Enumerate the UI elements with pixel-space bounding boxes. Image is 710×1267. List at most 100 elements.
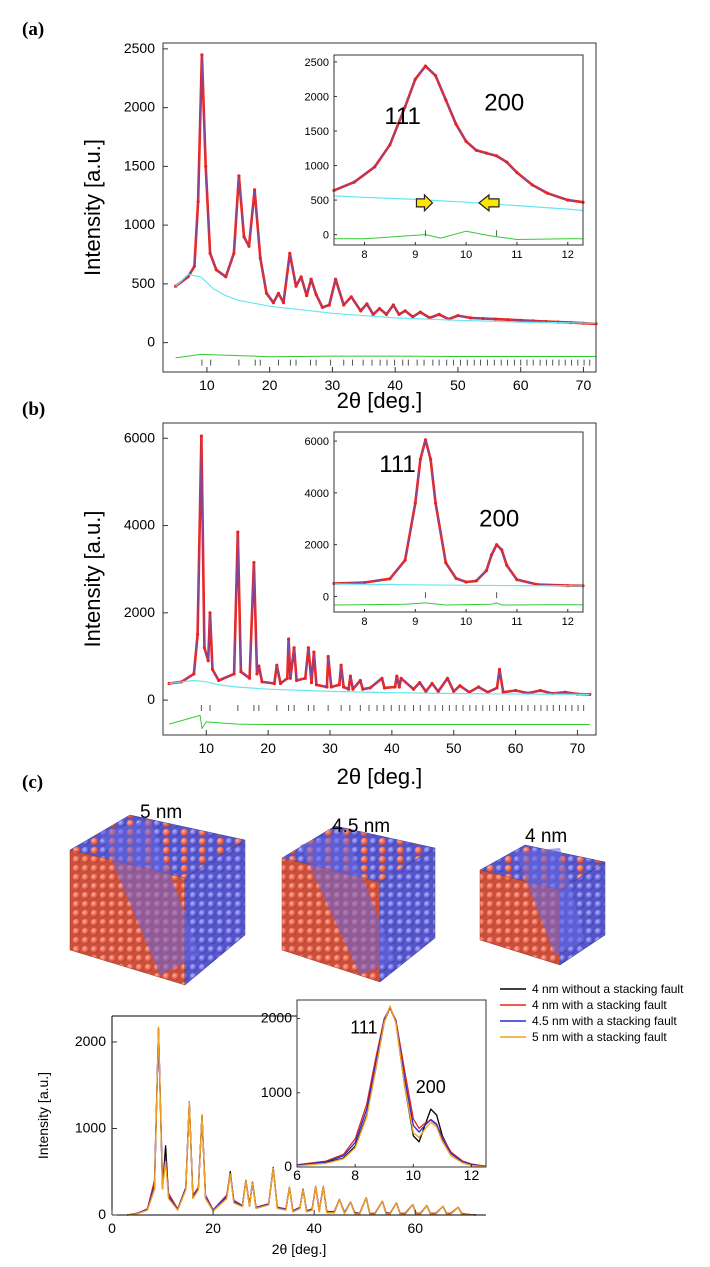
b-main-observed-point bbox=[325, 685, 329, 689]
a-inset-observed-point bbox=[515, 170, 519, 175]
cluster-4_5nm-fault-band bbox=[300, 832, 395, 975]
a-main-observed-point bbox=[208, 251, 212, 255]
a-main-x-axis-label: 2θ [deg.] bbox=[337, 388, 423, 413]
b-main-x-axis-label: 2θ [deg.] bbox=[337, 764, 423, 789]
b-inset-ytick-label: 0 bbox=[323, 591, 329, 603]
a-inset-observed-point bbox=[495, 154, 499, 158]
a-main-observed-point bbox=[384, 312, 388, 316]
a-main-ytick-label: 500 bbox=[132, 275, 156, 291]
b-main-observed-point bbox=[497, 667, 502, 672]
a-main-observed-point bbox=[253, 188, 257, 192]
b-main-ytick-label: 2000 bbox=[124, 604, 155, 620]
a-main-observed-point bbox=[299, 275, 303, 279]
b-inset-observed-point bbox=[413, 501, 417, 505]
b-main-observed-point bbox=[257, 664, 261, 668]
c-inset-series-line-1 bbox=[296, 1007, 487, 1167]
a-inset-xtick-label: 11 bbox=[511, 249, 522, 261]
a-main-series-background bbox=[175, 273, 597, 324]
b-main-xtick-label: 30 bbox=[322, 740, 338, 756]
a-main-observed-point bbox=[403, 309, 407, 313]
a-main-observed-point bbox=[391, 303, 395, 307]
b-main-observed-point bbox=[588, 692, 592, 697]
b-inset-observed-point bbox=[362, 580, 367, 585]
panel-label-a: (a) bbox=[22, 19, 44, 40]
b-main-observed-point bbox=[514, 688, 518, 693]
b-inset-observed-point bbox=[434, 501, 438, 505]
a-main-observed-point bbox=[349, 295, 353, 299]
a-main-observed-point bbox=[232, 251, 236, 255]
chart-c-inset: 6 8 10 12 0 1000 2000 111 200 4 nm without a stac… bbox=[261, 982, 684, 1183]
a-inset-xtick-label: 10 bbox=[460, 249, 472, 261]
b-inset-series-calculated bbox=[333, 438, 584, 587]
chart-b-inset: 8 9 10 11 12 0 2000 4000 6000 111 200 bbox=[305, 431, 585, 628]
b-main-observed-point bbox=[399, 676, 403, 680]
c-inset-legend-label: 4 nm with a stacking fault bbox=[532, 998, 667, 1012]
b-main-observed-point bbox=[272, 681, 276, 686]
b-main-observed-point bbox=[192, 672, 196, 676]
b-main-observed-point bbox=[292, 646, 296, 650]
a-main-xtick-label: 70 bbox=[576, 377, 592, 393]
b-main-observed-point bbox=[351, 687, 355, 691]
a-inset-observed-point bbox=[434, 74, 438, 78]
a-main-series-difference bbox=[175, 353, 596, 359]
cluster-5nm-label: 5 nm bbox=[140, 802, 182, 823]
a-main-observed-point bbox=[418, 310, 422, 314]
c-main-xtick-label: 40 bbox=[306, 1220, 322, 1236]
a-main-observed-point bbox=[411, 315, 415, 319]
c-main-x-axis-label: 2θ [deg.] bbox=[272, 1241, 327, 1257]
a-main-observed-point bbox=[258, 256, 262, 260]
cluster-5nm-fault-band bbox=[100, 820, 200, 975]
a-main-observed-point bbox=[481, 316, 485, 321]
b-inset-observed-point bbox=[403, 558, 407, 562]
a-main-ytick-label: 0 bbox=[147, 334, 155, 350]
b-main-observed-point bbox=[306, 646, 310, 650]
b-inset-observed-point bbox=[489, 553, 494, 557]
a-main-frame bbox=[162, 42, 597, 373]
b-inset-observed-point bbox=[474, 579, 478, 583]
a-inset-arrow-right bbox=[415, 193, 434, 213]
b-main-xtick-label: 10 bbox=[199, 740, 215, 756]
b-main-observed-point bbox=[361, 687, 365, 691]
b-main-frame bbox=[162, 422, 597, 736]
b-main-observed-point bbox=[288, 676, 292, 680]
a-main-observed-point bbox=[494, 317, 498, 321]
c-inset-ytick-label: 0 bbox=[284, 1158, 292, 1174]
a-main-xtick-label: 20 bbox=[262, 377, 278, 393]
b-inset-observed-point bbox=[464, 580, 468, 584]
a-inset-series-background bbox=[333, 195, 584, 212]
b-main-observed-point bbox=[436, 689, 440, 694]
b-main-xtick-label: 50 bbox=[446, 740, 462, 756]
cluster-4_5nm-label: 4.5 nm bbox=[332, 816, 390, 837]
b-main-observed-point bbox=[202, 646, 206, 650]
a-inset-ytick-label: 1000 bbox=[305, 161, 329, 173]
b-main-observed-point bbox=[342, 685, 346, 689]
c-inset-ytick-label: 1000 bbox=[261, 1084, 292, 1100]
c-inset-xtick-label: 8 bbox=[351, 1167, 359, 1183]
b-inset-observed-point bbox=[500, 548, 504, 552]
b-main-observed-point bbox=[348, 674, 352, 678]
b-inset-observed-point bbox=[505, 563, 509, 568]
a-main-observed-point bbox=[371, 312, 375, 316]
a-main-observed-point bbox=[237, 174, 241, 178]
b-main-observed-point bbox=[199, 434, 203, 438]
b-main-observed-point bbox=[563, 690, 567, 694]
b-main-observed-point bbox=[495, 686, 499, 690]
a-main-y-axis-label: Intensity [a.u.] bbox=[80, 139, 105, 276]
a-main-observed-point bbox=[192, 264, 196, 268]
b-main-xtick-label: 70 bbox=[570, 740, 586, 756]
b-main-observed-point bbox=[382, 686, 386, 690]
a-inset-ytick-label: 0 bbox=[323, 230, 329, 242]
b-main-series-calculated bbox=[169, 436, 590, 695]
a-inset-observed-point bbox=[444, 98, 448, 102]
a-main-observed-point bbox=[204, 164, 208, 168]
b-main-series-background bbox=[169, 679, 590, 696]
b-main-observed-point bbox=[236, 530, 240, 534]
b-main-observed-point bbox=[232, 672, 236, 676]
b-main-observed-point bbox=[252, 561, 256, 565]
a-inset-ytick-label: 2500 bbox=[305, 57, 329, 69]
chart-a-inset: 8 9 10 11 12 0 500 1000 1500 2000 2500 111 200 bbox=[305, 54, 585, 261]
a-main-xtick-label: 50 bbox=[450, 377, 466, 393]
